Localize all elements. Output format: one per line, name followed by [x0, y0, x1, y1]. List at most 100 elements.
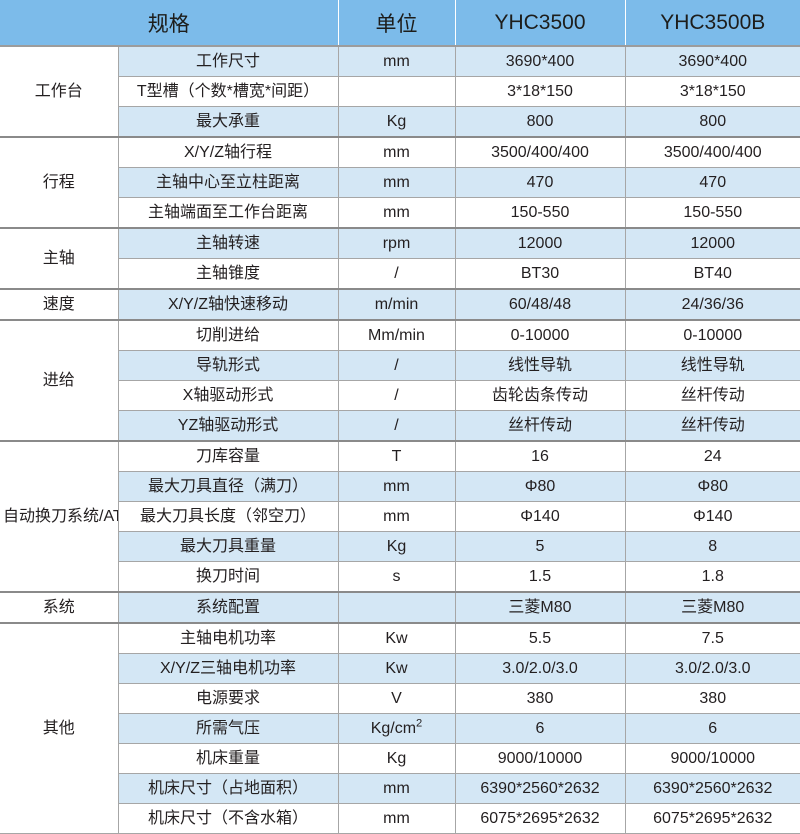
unit-value: / — [338, 258, 456, 290]
table-row: 机床尺寸（占地面积） mm 6390*2560*2632 6390*2560*2632 — [0, 773, 800, 804]
value-yhc3500: BT30 — [455, 258, 626, 290]
value-yhc3500: 150-550 — [455, 197, 626, 229]
group-label: 进给 — [0, 319, 119, 442]
spec-label: T型槽（个数*槽宽*间距） — [118, 76, 339, 107]
value-yhc3500: 1.5 — [455, 561, 626, 593]
spec-label: X轴驱动形式 — [118, 380, 339, 411]
value-yhc3500b: 1.8 — [625, 561, 800, 593]
unit-value: rpm — [338, 227, 456, 259]
table-row: 电源要求 V 380 380 — [0, 683, 800, 714]
spec-label: 所需气压 — [118, 713, 339, 744]
table-row: 主轴端面至工作台距离 mm 150-550 150-550 — [0, 197, 800, 229]
value-yhc3500: 0-10000 — [455, 319, 626, 351]
unit-value: / — [338, 380, 456, 411]
table-row: 行程 X/Y/Z轴行程 mm 3500/400/400 3500/400/400 — [0, 136, 800, 229]
value-yhc3500: 三菱M80 — [455, 591, 626, 624]
table-row: T型槽（个数*槽宽*间距） 3*18*150 3*18*150 — [0, 76, 800, 107]
unit-value: mm — [338, 501, 456, 532]
value-yhc3500: 9000/10000 — [455, 743, 626, 774]
value-yhc3500b: BT40 — [625, 258, 800, 290]
unit-value — [338, 591, 456, 624]
unit-value: Kg — [338, 531, 456, 562]
table-row: X/Y/Z三轴电机功率 Kw 3.0/2.0/3.0 3.0/2.0/3.0 — [0, 653, 800, 684]
group-label: 行程 — [0, 136, 119, 229]
spec-label: 导轨形式 — [118, 350, 339, 381]
value-yhc3500b: 24 — [625, 440, 800, 472]
unit-value: Mm/min — [338, 319, 456, 351]
value-yhc3500: 3.0/2.0/3.0 — [455, 653, 626, 684]
table-row: 主轴 主轴转速 rpm 12000 12000 — [0, 227, 800, 290]
table-row: 最大刀具长度（邻空刀） mm Φ140 Φ140 — [0, 501, 800, 532]
value-yhc3500b: Φ80 — [625, 471, 800, 502]
unit-value: mm — [338, 773, 456, 804]
value-yhc3500: 3*18*150 — [455, 76, 626, 107]
unit-value — [338, 76, 456, 107]
table-row: YZ轴驱动形式 / 丝杆传动 丝杆传动 — [0, 410, 800, 442]
group-label: 其他 — [0, 622, 119, 834]
table-row: 主轴中心至立柱距离 mm 470 470 — [0, 167, 800, 198]
value-yhc3500: 12000 — [455, 227, 626, 259]
group-label: 系统 — [0, 591, 119, 624]
value-yhc3500b: 7.5 — [625, 622, 800, 654]
table-row: 最大承重 Kg 800 800 — [0, 106, 800, 138]
table-body: 工作台 工作尺寸 mm 3690*400 3690*400 T型槽（个数*槽宽*间距） 3*… — [0, 45, 800, 834]
value-yhc3500: 3690*400 — [455, 45, 626, 77]
value-yhc3500b: 470 — [625, 167, 800, 198]
table-row: 最大刀具重量 Kg 5 8 — [0, 531, 800, 562]
spec-label: X/Y/Z三轴电机功率 — [118, 653, 339, 684]
value-yhc3500: 470 — [455, 167, 626, 198]
unit-value: T — [338, 440, 456, 472]
value-yhc3500: 380 — [455, 683, 626, 714]
value-yhc3500b: 9000/10000 — [625, 743, 800, 774]
value-yhc3500b: 6075*2695*2632 — [625, 803, 800, 834]
table-row: 工作台 工作尺寸 mm 3690*400 3690*400 — [0, 45, 800, 138]
value-yhc3500: 6 — [455, 713, 626, 744]
unit-value: Kg — [338, 106, 456, 138]
value-yhc3500: Φ140 — [455, 501, 626, 532]
value-yhc3500b: 8 — [625, 531, 800, 562]
value-yhc3500b: 三菱M80 — [625, 591, 800, 624]
spec-label: 主轴锥度 — [118, 258, 339, 290]
value-yhc3500: Φ80 — [455, 471, 626, 502]
table-row: X轴驱动形式 / 齿轮齿条传动 丝杆传动 — [0, 380, 800, 411]
table-header: 规格 单位 YHC3500 YHC3500B — [0, 0, 800, 47]
header-model-yhc3500: YHC3500 — [455, 0, 626, 47]
spec-label: 最大刀具直径（满刀） — [118, 471, 339, 502]
table-row: 换刀时间 s 1.5 1.8 — [0, 561, 800, 593]
table-row: 进给 切削进给 Mm/min 0-10000 0-10000 — [0, 319, 800, 442]
value-yhc3500: 6390*2560*2632 — [455, 773, 626, 804]
unit-value: Kg/cm2 — [338, 713, 456, 744]
value-yhc3500: 6075*2695*2632 — [455, 803, 626, 834]
unit-value: s — [338, 561, 456, 593]
spec-label: 机床重量 — [118, 743, 339, 774]
table-row: 其他 主轴电机功率 Kw 5.5 7.5 — [0, 622, 800, 834]
unit-value: / — [338, 410, 456, 442]
table-row: 系统 系统配置 三菱M80 三菱M80 — [0, 591, 800, 624]
value-yhc3500: 3500/400/400 — [455, 136, 626, 168]
table-row: 主轴锥度 / BT30 BT40 — [0, 258, 800, 290]
spec-label: 最大刀具长度（邻空刀） — [118, 501, 339, 532]
spec-label: 最大承重 — [118, 106, 339, 138]
spec-label: 刀库容量 — [118, 440, 339, 472]
value-yhc3500b: 3500/400/400 — [625, 136, 800, 168]
value-yhc3500: 5 — [455, 531, 626, 562]
spec-label: 机床尺寸（占地面积） — [118, 773, 339, 804]
unit-value: mm — [338, 803, 456, 834]
value-yhc3500b: 0-10000 — [625, 319, 800, 351]
value-yhc3500b: 24/36/36 — [625, 288, 800, 321]
spec-label: 主轴电机功率 — [118, 622, 339, 654]
unit-value: Kw — [338, 622, 456, 654]
table-row: 机床尺寸（不含水箱） mm 6075*2695*2632 6075*2695*2632 — [0, 803, 800, 834]
value-yhc3500b: 3*18*150 — [625, 76, 800, 107]
value-yhc3500b: 6 — [625, 713, 800, 744]
value-yhc3500b: 150-550 — [625, 197, 800, 229]
value-yhc3500b: 丝杆传动 — [625, 380, 800, 411]
header-row: 规格 单位 YHC3500 YHC3500B — [0, 0, 800, 47]
spec-label: 最大刀具重量 — [118, 531, 339, 562]
spec-label: 系统配置 — [118, 591, 339, 624]
value-yhc3500: 60/48/48 — [455, 288, 626, 321]
value-yhc3500b: Φ140 — [625, 501, 800, 532]
unit-value: mm — [338, 167, 456, 198]
spec-label: 切削进给 — [118, 319, 339, 351]
unit-value: mm — [338, 136, 456, 168]
